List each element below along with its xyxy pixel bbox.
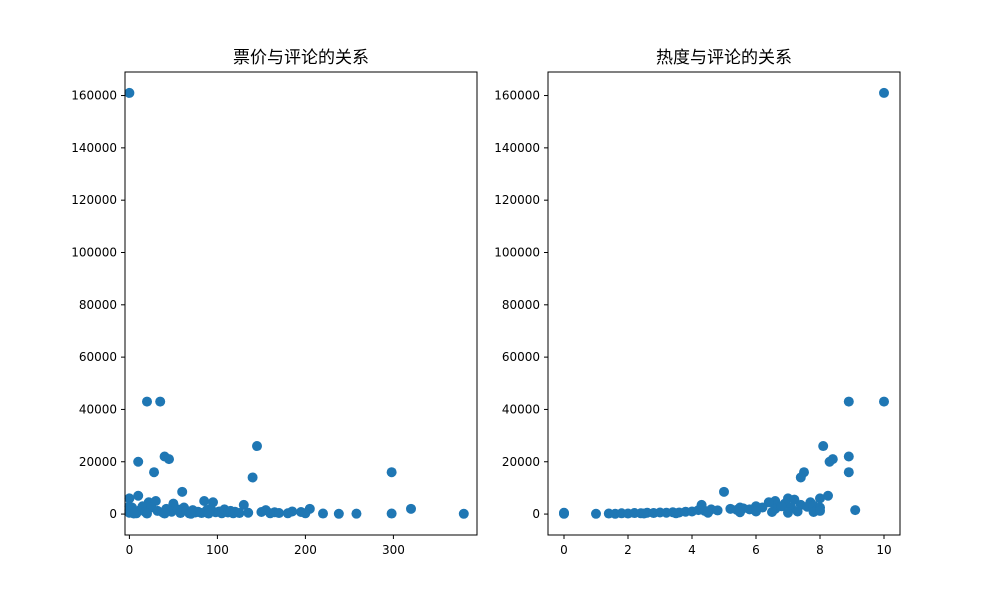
scatter-point: [243, 507, 254, 518]
scatter-point: [792, 506, 803, 517]
scatter-point: [776, 501, 787, 512]
scatter-point: [458, 508, 469, 519]
scatter-point: [783, 507, 793, 518]
y-tick-label: 40000: [502, 402, 540, 416]
scatter-point: [318, 508, 328, 519]
scatter-point: [124, 493, 135, 504]
y-tick-label: 160000: [71, 89, 117, 103]
scatter-point: [879, 87, 889, 98]
x-tick-label: 6: [752, 543, 760, 557]
scatter-point: [815, 493, 825, 504]
scatter-point: [767, 506, 777, 517]
scatter-point: [795, 472, 806, 483]
axis-ticks: 0 100 200 300 0 20000 40000 60000 80000 100000 120…: [71, 89, 405, 557]
scatter-point: [818, 441, 829, 452]
y-tick-label: 120000: [71, 193, 117, 207]
y-tick-label: 140000: [71, 141, 117, 155]
scatter-point: [843, 396, 854, 407]
scatter-point: [386, 508, 397, 519]
y-tick-label: 80000: [502, 298, 540, 312]
x-tick-label: 10: [876, 543, 891, 557]
scatter-point: [142, 396, 152, 407]
scatter-point: [164, 454, 174, 465]
scatter-point: [671, 508, 681, 519]
scatter-point: [843, 467, 854, 478]
y-tick-label: 60000: [502, 350, 540, 364]
y-tick-label: 0: [109, 507, 117, 521]
axis-ticks: 0 2 4 6 8 10 0 20000 40000 60000 80000 100000 120000…: [494, 89, 891, 557]
scatter-point: [177, 486, 188, 497]
chart-title: 热度与评论的关系: [656, 48, 792, 68]
x-tick-label: 300: [382, 543, 405, 557]
chart-title: 票价与评论的关系: [233, 48, 369, 68]
chart-price-vs-comments: 票价与评论的关系 0 100 200 300 0 20000 40000 60000 80000…: [71, 48, 478, 557]
scatter-point: [124, 87, 135, 98]
y-tick-label: 20000: [79, 455, 117, 469]
scatter-point: [639, 508, 649, 519]
scatter-point: [274, 508, 284, 519]
axes-frame: [124, 71, 478, 536]
y-tick-label: 40000: [79, 402, 117, 416]
x-tick-label: 100: [206, 543, 229, 557]
scatter-point: [386, 467, 397, 478]
x-tick-label: 200: [294, 543, 317, 557]
x-tick-label: 8: [816, 543, 824, 557]
scatter-points: [559, 87, 889, 519]
scatter-point: [282, 508, 293, 519]
scatter-point: [719, 486, 729, 497]
scatter-point: [879, 396, 889, 407]
axes-frame: [547, 71, 901, 536]
scatter-point: [159, 508, 170, 519]
scatter-point: [128, 508, 139, 519]
y-tick-label: 120000: [494, 193, 540, 207]
scatter-point: [142, 508, 152, 519]
scatter-point: [186, 508, 196, 519]
y-tick-label: 160000: [494, 89, 540, 103]
scatter-point: [252, 441, 262, 452]
scatter-point: [351, 508, 362, 519]
scatter-point: [149, 467, 160, 478]
y-tick-label: 0: [532, 507, 540, 521]
scatter-point: [203, 508, 214, 519]
scatter-point: [823, 490, 833, 501]
scatter-point: [850, 505, 861, 516]
scatter-point: [815, 505, 825, 516]
scatter-point: [406, 503, 416, 514]
x-tick-label: 2: [624, 543, 632, 557]
y-tick-label: 80000: [79, 298, 117, 312]
x-tick-label: 0: [126, 543, 134, 557]
y-tick-label: 100000: [71, 245, 117, 259]
scatter-point: [300, 508, 311, 519]
x-tick-label: 4: [688, 543, 696, 557]
y-tick-label: 20000: [502, 455, 540, 469]
scatter-point: [559, 508, 569, 519]
scatter-point: [133, 490, 144, 501]
scatter-point: [234, 508, 245, 519]
scatter-point: [591, 508, 601, 519]
x-tick-label: 0: [560, 543, 568, 557]
scatter-point: [824, 456, 835, 467]
y-tick-label: 140000: [494, 141, 540, 155]
scatter-point: [133, 456, 144, 467]
scatter-point: [751, 506, 761, 517]
scatter-points: [124, 87, 469, 519]
scatter-point: [199, 495, 210, 506]
scatter-point: [155, 396, 166, 407]
scatter-point: [703, 507, 713, 518]
y-tick-label: 60000: [79, 350, 117, 364]
chart-heat-vs-comments: 热度与评论的关系 0 2 4 6 8 10 0 20000 40000 60000 80000 100…: [494, 48, 901, 557]
scatter-point: [333, 508, 344, 519]
scatter-point: [735, 507, 745, 518]
scatter-point: [238, 499, 249, 510]
y-tick-label: 100000: [494, 245, 540, 259]
scatter-point: [712, 505, 723, 516]
scatter-point: [247, 472, 258, 483]
scatter-point: [843, 451, 854, 462]
